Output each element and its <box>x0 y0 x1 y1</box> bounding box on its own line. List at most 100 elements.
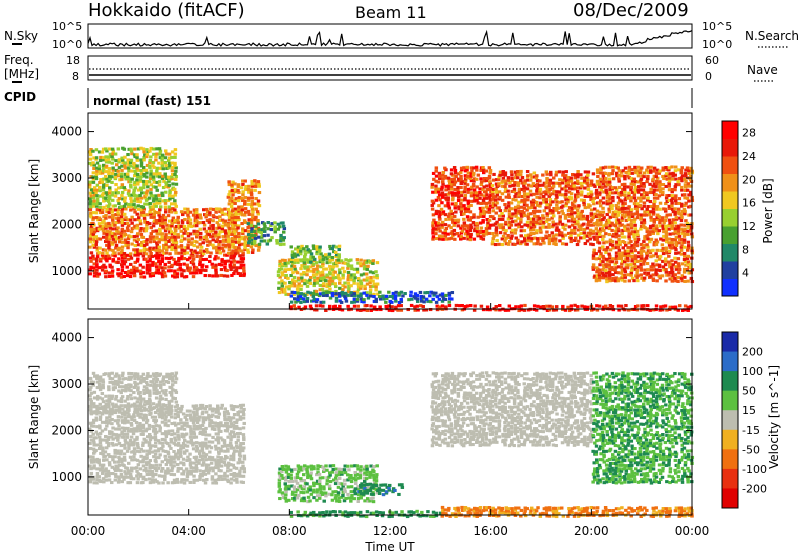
echo-cell <box>325 290 329 294</box>
echo-cell <box>601 245 605 249</box>
echo-cell <box>136 168 140 172</box>
echo-cell <box>324 308 328 312</box>
echo-cell <box>142 229 147 233</box>
echo-cell <box>92 167 96 171</box>
echo-cell <box>101 248 106 252</box>
echo-cell <box>89 477 93 481</box>
echo-cell <box>163 172 167 176</box>
echo-cell <box>558 184 562 188</box>
echo-cell <box>92 227 96 231</box>
freq-tick-bottom-left: 8 <box>72 70 79 83</box>
echo-cell <box>657 194 662 198</box>
echo-cell <box>343 281 347 285</box>
echo-cell <box>657 229 662 233</box>
echo-cell <box>236 271 240 275</box>
echo-cell <box>142 156 146 160</box>
echo-cell <box>172 481 177 485</box>
echo-cell <box>305 269 310 273</box>
echo-cell <box>683 275 687 279</box>
echo-cell <box>633 199 638 203</box>
echo-cell <box>111 215 115 219</box>
echo-cell <box>166 460 170 464</box>
echo-cell <box>388 294 392 298</box>
echo-cell <box>673 173 677 177</box>
echo-cell <box>552 242 556 246</box>
echo-cell <box>167 159 171 163</box>
echo-cell <box>680 202 684 206</box>
echo-cell <box>680 308 685 312</box>
echo-cell <box>654 271 658 275</box>
echo-cell <box>674 244 679 248</box>
echo-cell <box>538 204 542 208</box>
echo-cell <box>141 426 146 430</box>
echo-cell <box>346 276 351 280</box>
echo-cell <box>221 229 225 233</box>
echo-cell <box>230 196 234 200</box>
echo-cell <box>152 237 156 241</box>
echo-cell <box>257 184 261 188</box>
echo-cell <box>239 249 244 253</box>
echo-cell <box>286 261 290 265</box>
echo-cell <box>514 198 518 202</box>
echo-cell <box>306 265 311 269</box>
echo-cell <box>523 223 527 227</box>
echo-cell <box>579 227 583 231</box>
echo-cell <box>595 235 599 239</box>
echo-cell <box>186 424 190 428</box>
echo-cell <box>322 290 326 294</box>
echo-cell <box>434 184 438 188</box>
echo-cell <box>643 226 647 230</box>
echo-cell <box>635 210 640 214</box>
echo-cell <box>591 254 596 258</box>
echo-cell <box>491 201 496 205</box>
echo-cell <box>600 213 605 217</box>
echo-cell <box>667 218 672 222</box>
echo-cell <box>654 171 659 175</box>
echo-cell <box>522 229 527 233</box>
echo-cell <box>101 477 106 481</box>
echo-cell <box>139 146 143 150</box>
echo-cell <box>687 184 691 188</box>
echo-cell <box>95 226 99 230</box>
echo-cell <box>525 203 529 207</box>
echo-cell <box>588 204 592 208</box>
echo-cell <box>561 242 565 246</box>
echo-cell <box>176 451 180 455</box>
echo-cell <box>108 215 112 219</box>
echo-cell <box>494 305 498 309</box>
echo-cell <box>368 285 373 289</box>
echo-cell <box>273 225 277 229</box>
echo-cell <box>617 185 622 189</box>
echo-cell <box>648 226 653 230</box>
echo-cell <box>104 164 109 168</box>
echo-cell <box>652 243 656 247</box>
echo-cell <box>511 220 515 224</box>
echo-cell <box>92 269 97 273</box>
echo-cell <box>614 215 619 219</box>
echo-cell <box>170 429 175 433</box>
echo-cell <box>576 209 580 213</box>
echo-cell <box>522 203 527 207</box>
echo-cell <box>100 180 105 184</box>
echo-cell <box>538 201 543 205</box>
noise-tick-top-left: 10^5 <box>52 20 82 33</box>
echo-cell <box>110 265 114 269</box>
echo-cell <box>305 258 309 262</box>
echo-cell <box>229 204 234 208</box>
echo-cell <box>475 223 480 227</box>
echo-cell <box>575 186 580 190</box>
echo-cell <box>453 191 457 195</box>
echo-cell <box>490 242 495 246</box>
echo-cell <box>508 240 512 244</box>
echo-cell <box>488 182 492 186</box>
echo-cell <box>173 275 177 279</box>
echo-cell <box>107 194 112 198</box>
echo-cell <box>242 269 246 273</box>
echo-cell <box>152 246 156 250</box>
echo-cell <box>605 280 609 284</box>
echo-cell <box>253 218 257 222</box>
echo-cell <box>178 263 183 267</box>
echo-cell <box>104 472 109 476</box>
echo-cell <box>167 419 171 423</box>
echo-cell <box>126 202 131 206</box>
